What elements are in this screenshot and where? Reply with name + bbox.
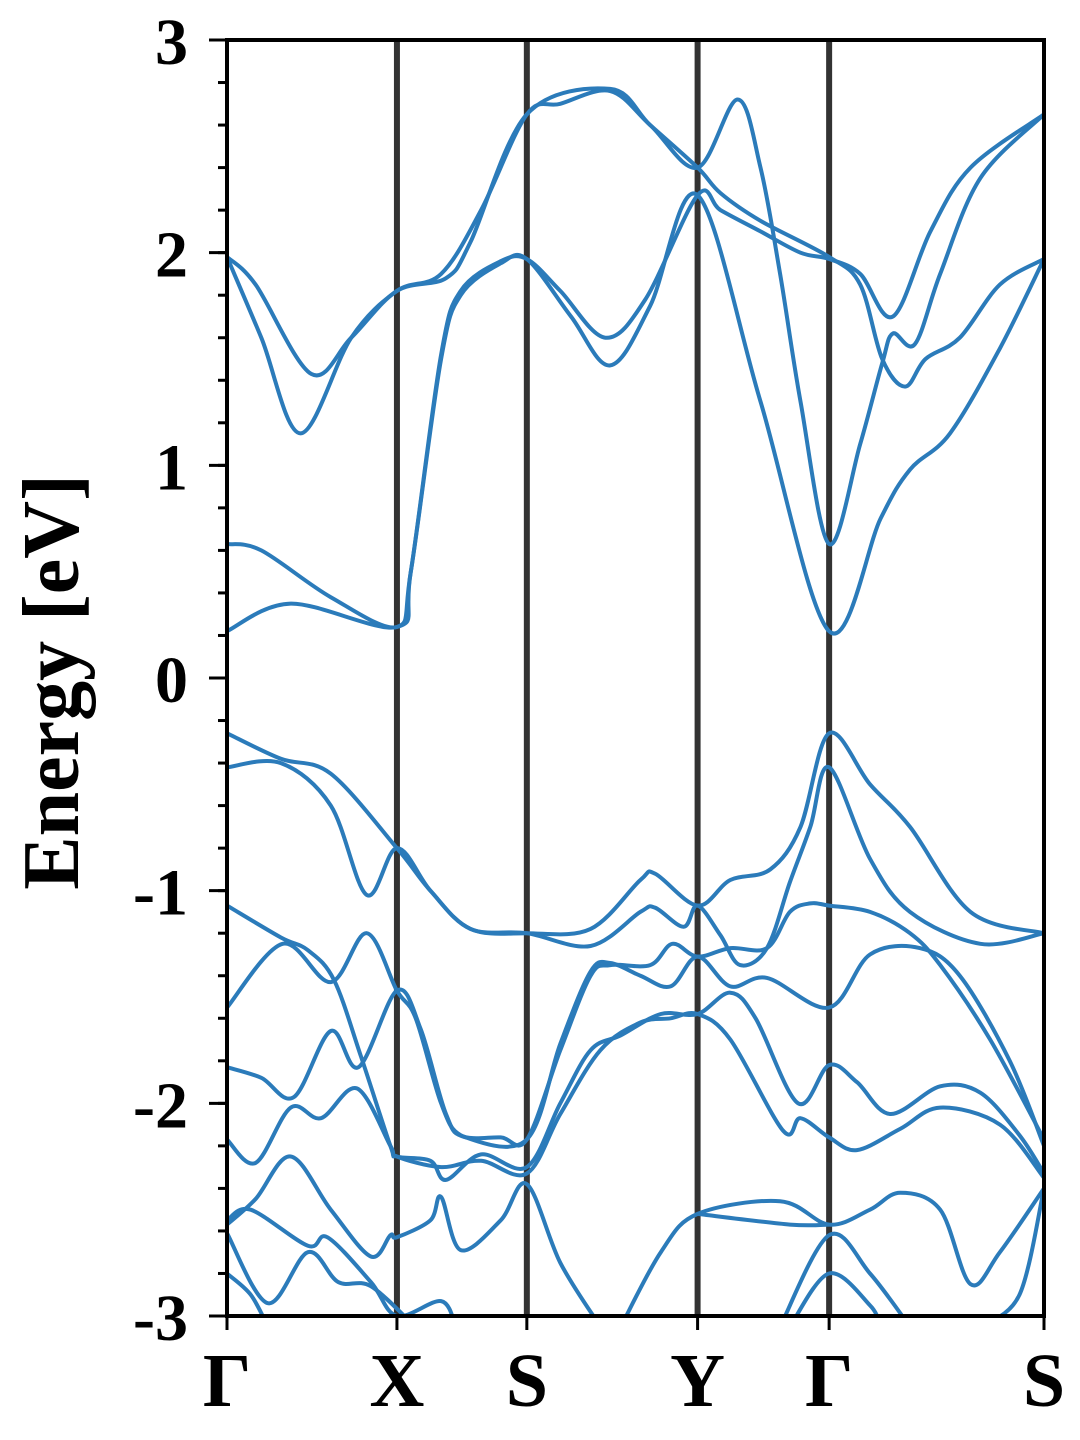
band-line (794, 1271, 880, 1316)
band-line (227, 1206, 455, 1316)
y-axis: 3 2 1 0 -1 -2 -3 (133, 6, 227, 1355)
y-tick-label: 3 (155, 6, 188, 79)
kpoint-label: Γ (203, 1339, 251, 1423)
kpoint-label: Y (670, 1339, 725, 1423)
kpoint-label: S (1023, 1339, 1065, 1423)
kpoint-lines (393, 40, 833, 1316)
band-line (227, 1010, 1044, 1180)
band-line (697, 1211, 830, 1228)
plot-frame (225, 38, 1046, 1318)
y-tick-label: 1 (155, 431, 188, 504)
kpoint-label: X (369, 1339, 424, 1423)
band-line (782, 1231, 905, 1316)
y-axis-title: Energy [eV] (8, 474, 96, 889)
kpoint-label: Γ (805, 1339, 853, 1423)
band-line (227, 758, 1044, 968)
y-tick-label: 2 (155, 219, 188, 292)
band-line (227, 191, 1044, 636)
band-line (227, 943, 1044, 1149)
band-line (227, 730, 1044, 937)
band-line (227, 1154, 596, 1316)
y-tick-label: -3 (133, 1282, 188, 1355)
band-line (624, 1187, 1044, 1316)
band-line (227, 1271, 265, 1316)
band-line (227, 1232, 408, 1316)
kpoint-label: S (506, 1339, 548, 1423)
y-tick-label: -1 (133, 857, 188, 930)
y-tick-label: 0 (155, 644, 188, 717)
band-line (996, 1187, 1044, 1316)
band-line (227, 903, 1044, 1182)
y-tick-label: -2 (133, 1069, 188, 1142)
band-line (227, 86, 1044, 389)
band-line (227, 112, 1044, 630)
bands (227, 86, 1044, 1316)
